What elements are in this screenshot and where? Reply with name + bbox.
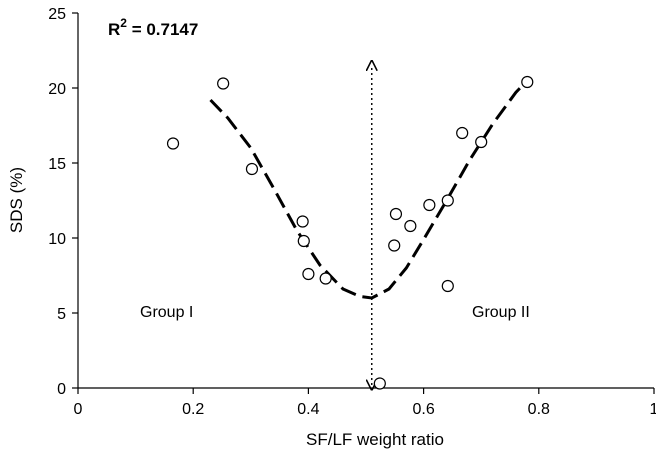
tick-marks: 0 5 10 15 20 25 0 0.2 0.4 0.6 0.8 1 (48, 6, 656, 418)
data-point (389, 207, 403, 221)
labels-layer: R2 = 0.7147 Group I Group II SF/LF weigh… (7, 16, 530, 449)
fit-curve-layer (209, 85, 523, 300)
y-tick-label: 25 (48, 6, 66, 23)
x-tick-label: 1 (650, 401, 656, 418)
y-axis-title: SDS (%) (7, 167, 26, 233)
group-2-label: Group II (472, 304, 530, 321)
data-point (166, 137, 180, 150)
x-tick-label: 0 (74, 401, 83, 418)
data-point (388, 239, 401, 252)
data-point (297, 234, 310, 248)
points-layer (166, 75, 534, 390)
axes (77, 13, 654, 389)
data-point (441, 279, 454, 293)
y-tick-label: 15 (48, 156, 66, 173)
data-point (302, 267, 315, 281)
data-point (319, 272, 332, 285)
x-tick-label: 0.2 (182, 401, 204, 418)
data-point (475, 135, 488, 149)
x-tick-label: 0.4 (297, 401, 319, 418)
data-point (404, 219, 417, 233)
x-tick-label: 0.6 (412, 401, 434, 418)
x-tick-label: 0.8 (528, 401, 550, 418)
data-point (373, 377, 386, 390)
group-1-label: Group I (140, 304, 193, 321)
data-point (456, 126, 469, 140)
y-tick-label: 10 (48, 231, 66, 248)
fit-curve (209, 85, 523, 300)
data-point (423, 198, 436, 212)
data-point (217, 77, 230, 90)
x-axis-title: SF/LF weight ratio (306, 430, 444, 449)
y-tick-label: 20 (48, 81, 66, 98)
data-point (441, 194, 454, 207)
r-squared-label: R2 = 0.7147 (108, 16, 198, 39)
data-point (521, 75, 534, 89)
y-tick-label: 5 (57, 306, 66, 323)
y-tick-label: 0 (57, 381, 66, 398)
data-point (245, 162, 259, 176)
data-point (296, 215, 309, 228)
